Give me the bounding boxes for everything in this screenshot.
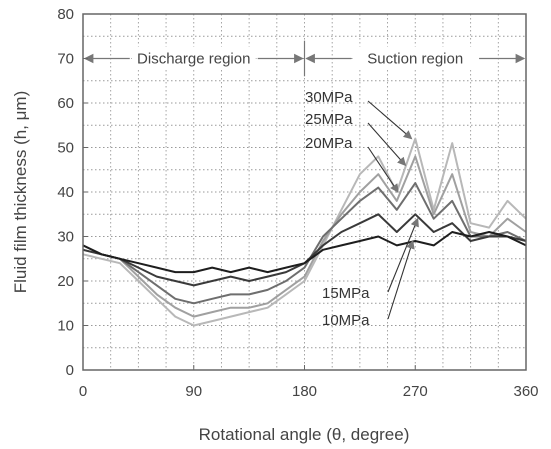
series-line-10MPa	[82, 231, 527, 274]
x-tick-labels: 0 90 180 270 360	[79, 365, 539, 400]
y-tick-label: 20	[57, 273, 74, 290]
y-tick-label: 60	[57, 95, 74, 112]
y-tick-label: 40	[57, 184, 74, 201]
x-tick-label: 270	[403, 383, 428, 400]
y-tick-label: 80	[57, 6, 74, 23]
x-tick-label: 360	[513, 383, 538, 400]
y-tick-labels: 0 10 20 30 40 50 60 70 80	[57, 6, 88, 379]
y-tick-label: 70	[57, 51, 74, 68]
region-label-bg	[353, 46, 478, 69]
x-tick-label: 0	[79, 383, 87, 400]
x-axis-title: Rotational angle (θ, degree)	[199, 425, 410, 444]
series-lines	[82, 137, 527, 327]
series-line-25MPa	[82, 155, 527, 318]
annotation-leader	[367, 122, 407, 167]
series-annotations: 30MPa 25MPa 20MPa 15MPa 10MPa	[305, 89, 419, 329]
annotation-label-30MPa: 30MPa	[305, 89, 353, 106]
annotation-leader	[367, 100, 413, 140]
region-label-bg	[131, 46, 256, 69]
series-line-20MPa	[82, 182, 527, 305]
annotation-leader	[387, 217, 419, 293]
x-tick-label: 90	[185, 383, 202, 400]
y-tick-label: 30	[57, 229, 74, 246]
y-tick-label: 0	[66, 362, 74, 379]
annotation-label-25MPa: 25MPa	[305, 111, 353, 128]
annotation-label-10MPa: 10MPa	[322, 312, 370, 329]
annotation-leader	[387, 239, 415, 320]
annotation-label-15MPa: 15MPa	[322, 285, 370, 302]
x-tick-label: 180	[292, 383, 317, 400]
annotation-leader	[367, 146, 399, 193]
y-tick-label: 50	[57, 140, 74, 157]
region-label: Discharge region	[137, 51, 250, 68]
y-axis-title: Fluid film thickness (h, μm)	[11, 91, 30, 294]
region-markers: Discharge region Suction region	[83, 40, 526, 77]
series-line-30MPa	[82, 137, 527, 327]
region-label: Suction region	[367, 51, 463, 68]
y-tick-label: 10	[57, 318, 74, 335]
annotation-label-20MPa: 20MPa	[305, 135, 353, 152]
